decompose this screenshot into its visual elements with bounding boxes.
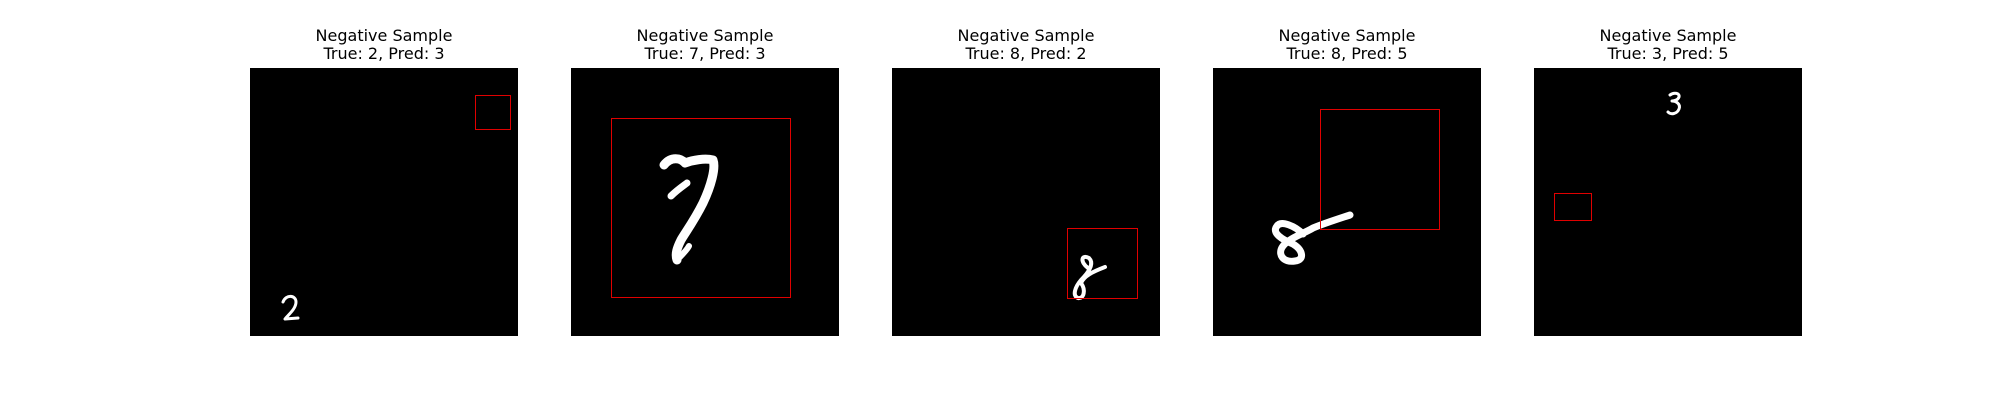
panel-title: Negative Sample True: 3, Pred: 5 — [1534, 27, 1802, 63]
panel-subtitle: True: 3, Pred: 5 — [1607, 44, 1729, 63]
sample-panel-2: Negative Sample True: 7, Pred: 3 — [571, 0, 839, 400]
panel-heading: Negative Sample — [636, 26, 774, 45]
prediction-box — [475, 95, 511, 130]
panel-heading: Negative Sample — [315, 26, 453, 45]
digit-image — [1534, 68, 1802, 336]
digit-glyph — [1072, 255, 1107, 301]
panel-heading: Negative Sample — [1599, 26, 1737, 45]
panel-heading: Negative Sample — [1278, 26, 1416, 45]
sample-panel-3: Negative Sample True: 8, Pred: 2 — [892, 0, 1160, 400]
panel-title: Negative Sample True: 8, Pred: 5 — [1213, 27, 1481, 63]
panel-title: Negative Sample True: 7, Pred: 3 — [571, 27, 839, 63]
digit-image — [250, 68, 518, 336]
sample-panel-5: Negative Sample True: 3, Pred: 5 — [1534, 0, 1802, 400]
panel-subtitle: True: 8, Pred: 5 — [1286, 44, 1408, 63]
panel-heading: Negative Sample — [957, 26, 1095, 45]
panel-subtitle: True: 2, Pred: 3 — [323, 44, 445, 63]
sample-panel-4: Negative Sample True: 8, Pred: 5 — [1213, 0, 1481, 400]
prediction-box — [1554, 193, 1592, 221]
prediction-box — [611, 118, 791, 298]
digit-glyph — [659, 154, 719, 265]
sample-panel-1: Negative Sample True: 2, Pred: 3 — [250, 0, 518, 400]
digit-glyph — [281, 294, 300, 321]
digit-image — [1213, 68, 1481, 336]
panel-title: Negative Sample True: 2, Pred: 3 — [250, 27, 518, 63]
digit-image — [892, 68, 1160, 336]
digit-glyph — [1272, 211, 1354, 265]
panel-subtitle: True: 7, Pred: 3 — [644, 44, 766, 63]
digit-glyph — [1666, 91, 1681, 116]
prediction-box — [1067, 228, 1138, 299]
panel-title: Negative Sample True: 8, Pred: 2 — [892, 27, 1160, 63]
digit-image — [571, 68, 839, 336]
panel-subtitle: True: 8, Pred: 2 — [965, 44, 1087, 63]
prediction-box — [1320, 109, 1440, 230]
